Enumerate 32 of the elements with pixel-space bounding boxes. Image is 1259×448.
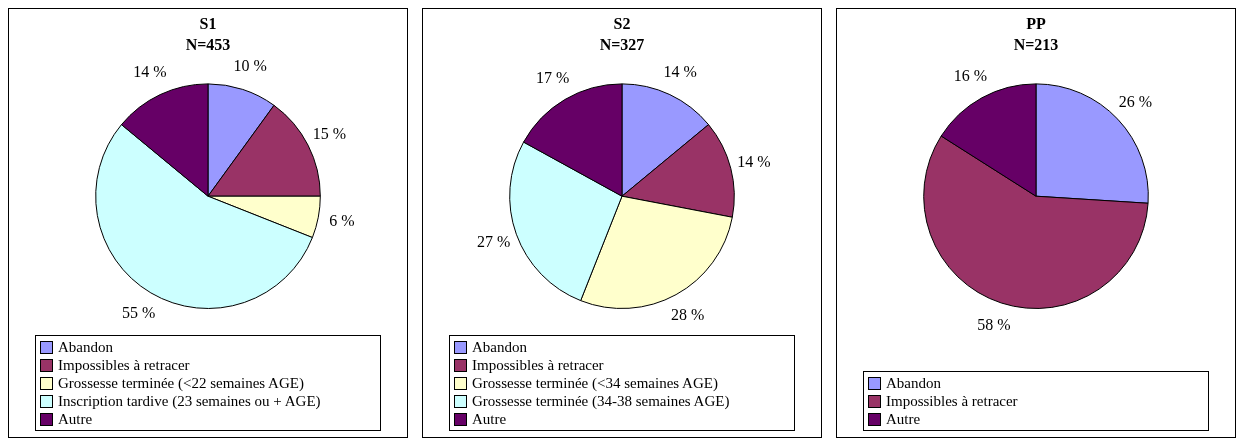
chart-title: PP	[1026, 14, 1046, 32]
data-label: 28 %	[671, 305, 705, 323]
data-label: 58 %	[977, 316, 1011, 334]
chart-subtitle: N=453	[185, 35, 231, 53]
chart-title: S1	[199, 14, 217, 32]
data-label: 16 %	[953, 66, 987, 84]
legend-label: Impossibles à retracer	[472, 356, 604, 374]
legend-label: Abandon	[58, 338, 113, 356]
chart-subtitle: N=327	[599, 35, 645, 53]
data-label: 14 %	[133, 63, 167, 81]
legend-label: Impossibles à retracer	[886, 392, 1018, 410]
legend-label: Inscription tardive (23 semaines ou + AGE)	[58, 392, 321, 410]
legend-label: Abandon	[886, 374, 941, 392]
legend-label: Grossesse terminée (<34 semaines AGE)	[472, 374, 718, 392]
data-label: 14 %	[663, 63, 697, 81]
data-label: 26 %	[1118, 93, 1153, 111]
legend-label: Autre	[886, 410, 921, 428]
legend-label: Grossesse terminée (34-38 semaines AGE)	[472, 392, 730, 410]
legend-label: Abandon	[472, 338, 527, 356]
data-label: 14 %	[737, 152, 771, 170]
data-label: 10 %	[233, 56, 267, 74]
data-label: 27 %	[477, 232, 511, 250]
chart-subtitle: N=213	[1013, 35, 1059, 53]
legend-label: Impossibles à retracer	[58, 356, 190, 374]
legend-label: Autre	[58, 410, 93, 428]
legend-label: Autre	[472, 410, 507, 428]
data-label: 55 %	[121, 303, 156, 321]
data-label: 15 %	[312, 124, 347, 142]
data-label: 6 %	[329, 211, 355, 229]
chart-title: S2	[613, 14, 631, 32]
legend-label: Grossesse terminée (<22 semaines AGE)	[58, 374, 304, 392]
data-label: 17 %	[535, 69, 570, 87]
